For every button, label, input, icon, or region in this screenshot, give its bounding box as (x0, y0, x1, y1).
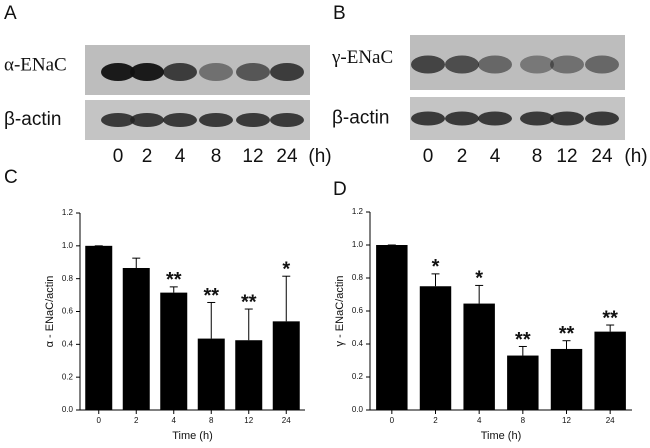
band (520, 55, 554, 74)
bar (122, 267, 150, 410)
band (199, 63, 233, 81)
bar (550, 348, 583, 410)
y-tick-label: 1.2 (62, 208, 74, 217)
x-tick-label: 24 (282, 416, 291, 425)
bar (419, 286, 452, 410)
panel-label: C (4, 167, 18, 188)
time-label: 8 (211, 146, 222, 167)
protein-label: γ-ENaC (331, 47, 393, 68)
band (411, 111, 445, 126)
time-label: 2 (142, 146, 153, 167)
unit-label: (h) (308, 146, 331, 167)
time-label: 12 (242, 146, 263, 167)
x-tick-label: 2 (134, 416, 139, 425)
band (478, 111, 512, 126)
y-tick-label: 0.2 (352, 372, 364, 381)
y-tick-label: 0.4 (62, 339, 74, 348)
time-label: 24 (591, 146, 613, 167)
y-tick-label: 0.4 (352, 339, 364, 348)
time-label: 4 (490, 146, 501, 167)
significance: * (282, 258, 290, 280)
time-label: 2 (457, 146, 468, 167)
significance: ** (559, 323, 575, 345)
band (411, 55, 445, 74)
y-tick-label: 0.6 (62, 307, 74, 316)
bar (507, 355, 539, 410)
panel-label: A (4, 3, 17, 24)
significance: * (475, 268, 483, 290)
band (101, 113, 135, 127)
time-label: 4 (175, 146, 186, 167)
band (163, 113, 197, 127)
unit-label: (h) (624, 146, 647, 167)
band (478, 55, 512, 74)
band (130, 63, 164, 81)
band (585, 111, 619, 126)
bar (376, 245, 408, 410)
band (445, 111, 479, 126)
control-label: β-actin (332, 108, 389, 129)
significance: ** (241, 291, 257, 313)
band (163, 63, 197, 81)
x-axis-label: Time (h) (481, 430, 522, 442)
y-tick-label: 0.0 (62, 405, 74, 414)
band (520, 111, 554, 126)
control-label: β-actin (4, 109, 61, 130)
y-tick-label: 1.0 (62, 241, 74, 250)
panel-label: D (333, 179, 347, 200)
y-tick-label: 0.2 (62, 372, 74, 381)
time-label: 8 (532, 146, 543, 167)
significance: ** (515, 329, 531, 351)
x-tick-label: 12 (562, 416, 571, 425)
significance: ** (602, 307, 618, 329)
band (101, 63, 135, 81)
band (270, 113, 304, 127)
time-label: 12 (556, 146, 577, 167)
band (550, 55, 584, 74)
significance: ** (203, 285, 219, 307)
time-label: 0 (423, 146, 434, 167)
band (199, 113, 233, 127)
bar (197, 338, 225, 410)
band (130, 113, 164, 127)
y-axis-label: α - ENaC/actin (44, 276, 56, 348)
x-tick-label: 0 (97, 416, 102, 425)
x-tick-label: 8 (209, 416, 214, 425)
x-axis-label: Time (h) (172, 430, 213, 442)
band (236, 113, 270, 127)
bar (85, 245, 113, 410)
time-label: 0 (113, 146, 124, 167)
band (585, 55, 619, 74)
y-tick-label: 1.2 (352, 207, 364, 216)
x-tick-label: 24 (606, 416, 615, 425)
x-tick-label: 0 (390, 416, 395, 425)
bar (235, 340, 263, 410)
bar (272, 321, 300, 410)
x-tick-label: 2 (433, 416, 438, 425)
y-tick-label: 0.0 (352, 405, 364, 414)
x-tick-label: 12 (244, 416, 253, 425)
significance: ** (166, 269, 182, 291)
x-tick-label: 4 (172, 416, 177, 425)
protein-label: α-ENaC (4, 54, 67, 75)
y-tick-label: 0.6 (352, 306, 364, 315)
y-tick-label: 0.8 (62, 274, 74, 283)
time-label: 24 (276, 146, 298, 167)
bar (463, 303, 495, 410)
x-tick-label: 4 (477, 416, 482, 425)
y-axis-label: γ - ENaC/actin (334, 276, 346, 347)
band (236, 63, 270, 81)
bar (160, 292, 188, 410)
band (550, 111, 584, 126)
y-tick-label: 0.8 (352, 273, 364, 282)
band (445, 55, 479, 74)
band (270, 63, 304, 81)
bar (594, 331, 626, 410)
x-tick-label: 8 (521, 416, 526, 425)
panel-label: B (333, 3, 346, 24)
y-tick-label: 1.0 (352, 240, 364, 249)
significance: * (432, 256, 440, 278)
